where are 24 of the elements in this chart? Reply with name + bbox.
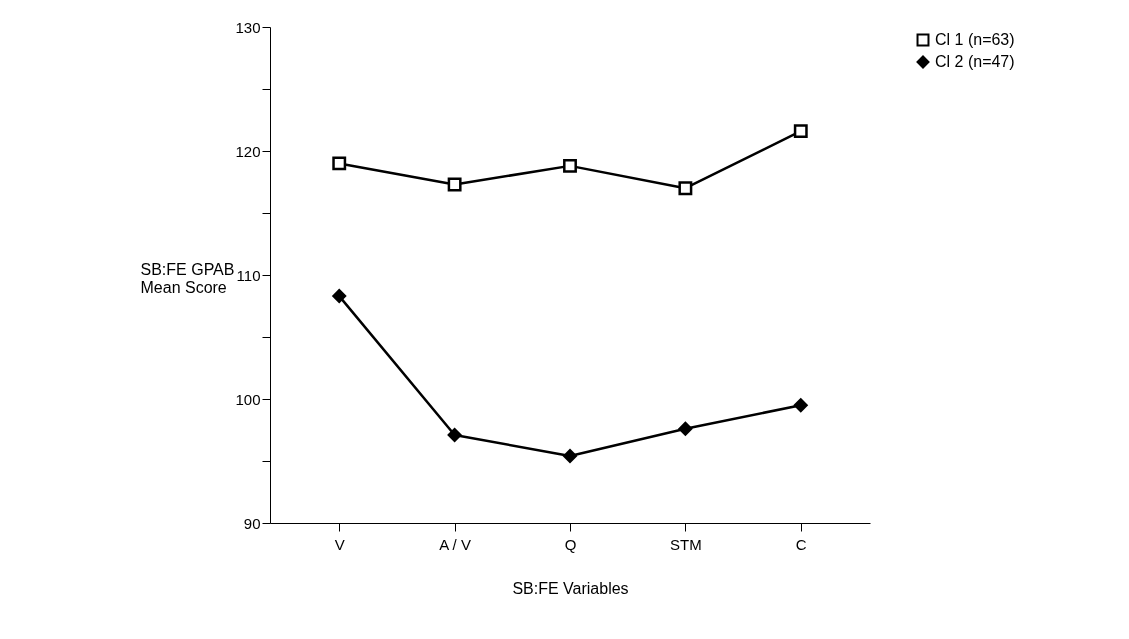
point	[563, 449, 577, 463]
x-tick-label: Q	[564, 535, 577, 553]
x-tick-label: C	[795, 535, 807, 553]
x-tick-label: A / V	[439, 535, 471, 553]
y-tick-label: 110	[236, 266, 261, 284]
x-tick-label: V	[334, 535, 345, 553]
y-tick-label: 90	[243, 514, 261, 532]
y-tick-label: 120	[235, 142, 261, 160]
legend-label: Cl 2 (n=47)	[935, 53, 1015, 70]
point	[793, 124, 808, 139]
point	[678, 421, 693, 436]
point	[447, 177, 462, 192]
point	[332, 156, 347, 171]
y-axis-title: SB:FE GPAB Mean Score	[140, 260, 235, 296]
point	[447, 428, 462, 442]
point	[678, 181, 693, 196]
x-tick-label: STM	[670, 535, 702, 553]
point	[332, 289, 347, 304]
point	[563, 158, 577, 173]
point	[793, 398, 808, 413]
legend-label: Cl 1 (n=63)	[935, 31, 1015, 48]
x-axis-title: SB:FE Variables	[512, 579, 629, 597]
y-tick-label: 100	[235, 390, 261, 408]
y-tick-label: 130	[235, 18, 261, 36]
